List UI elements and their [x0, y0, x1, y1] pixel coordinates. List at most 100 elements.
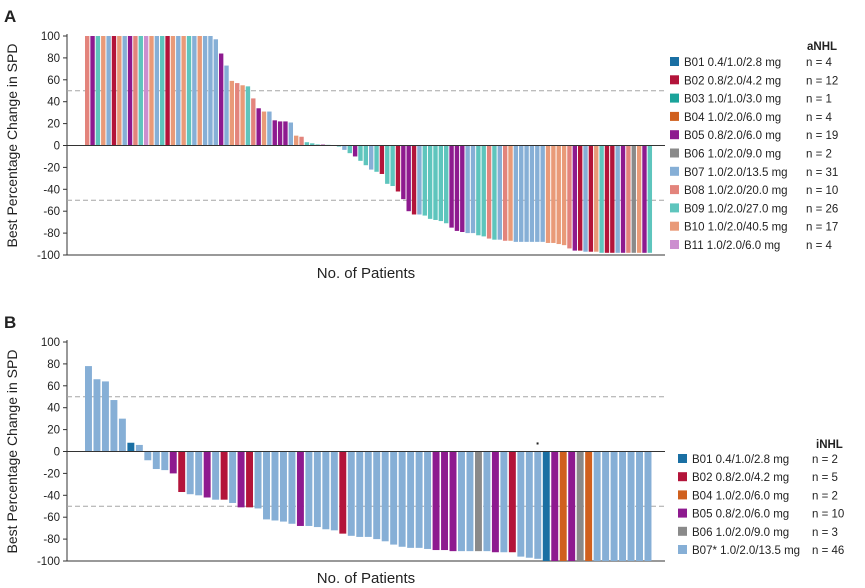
bar-b05 [449, 451, 457, 552]
bar-b07 [322, 451, 330, 530]
legend-label: B07 1.0/2.0/13.5 mg [684, 167, 788, 179]
bar-b07 [466, 451, 474, 552]
bar-b07 [356, 451, 364, 537]
bar-b07 [373, 451, 381, 540]
legend-swatch-b07 [678, 545, 687, 554]
bar-b07 [500, 451, 508, 553]
legend-label: B06 1.0/2.0/9.0 mg [692, 527, 789, 539]
bar-b10 [636, 145, 642, 253]
bar-b10 [229, 80, 235, 146]
bar-b07 [305, 451, 313, 526]
legend-swatch-b06 [670, 148, 679, 158]
y-tick-label: 0 [54, 141, 60, 153]
y-tick-label: 60 [47, 381, 60, 393]
bar-b05 [449, 145, 454, 228]
bar-b10 [181, 36, 186, 146]
bar-b05 [203, 451, 211, 498]
bar-b07 [483, 451, 491, 552]
bar-b02 [508, 451, 516, 553]
y-axis-label: Best Percentage Change in SPD [4, 350, 20, 554]
bar-b07 [85, 366, 92, 452]
bar-b05 [169, 451, 177, 474]
bar-b09 [481, 145, 486, 237]
bar-b02 [178, 451, 186, 493]
bar-b05 [406, 145, 411, 212]
bar-b07 [398, 451, 406, 547]
legend-swatch-b06 [678, 526, 687, 536]
bar-b07 [583, 145, 588, 252]
bar-b09 [433, 145, 438, 220]
bar-b07 [535, 145, 540, 242]
bar-b06 [474, 451, 482, 552]
legend-label: B05 0.8/2.0/6.0 mg [692, 509, 789, 521]
bar-b08 [85, 36, 90, 146]
bar-b07 [122, 36, 127, 146]
bar-b07 [330, 451, 338, 531]
bar-b04 [559, 451, 567, 561]
bar-b07 [524, 145, 529, 242]
bar-b10 [545, 145, 551, 243]
bar-b07 [135, 444, 143, 452]
y-tick-label: -20 [43, 468, 60, 480]
bar-b09 [358, 145, 363, 161]
legend-swatch-b04 [678, 490, 687, 500]
y-tick-label: -100 [37, 250, 60, 262]
bar-b02 [165, 36, 170, 146]
bar-b09 [444, 145, 449, 224]
legend-swatch-b09 [670, 203, 679, 213]
legend-label: B02 0.8/2.0/4.2 mg [692, 472, 789, 484]
legend-label: B03 1.0/1.0/3.0 mg [684, 94, 781, 106]
bar-b07 [525, 451, 533, 558]
bar-b07 [263, 451, 270, 520]
legend-count: n = 3 [812, 527, 838, 539]
bar-b07 [636, 451, 643, 561]
bar-b05 [620, 145, 626, 253]
bar-b05 [237, 451, 245, 508]
bar-b09 [599, 145, 604, 253]
legend-swatch-b10 [670, 221, 679, 231]
y-tick-label: -60 [43, 512, 60, 524]
bar-b07 [470, 145, 476, 234]
bar-b07 [154, 36, 160, 146]
bar-b02 [379, 145, 385, 174]
legend-swatch-b08 [670, 185, 679, 195]
y-tick-label: 100 [41, 337, 60, 349]
bar-b07 [279, 451, 287, 522]
legend-count: n = 17 [806, 222, 838, 234]
bar-b09 [336, 145, 342, 147]
bar-b07 [519, 145, 524, 242]
bar-b09 [438, 145, 444, 222]
bar-b02 [411, 145, 417, 215]
bar-b07 [195, 451, 203, 496]
legend-count: n = 12 [806, 75, 838, 87]
legend-swatch-b03 [670, 93, 679, 103]
y-tick-label: -40 [43, 184, 60, 196]
bar-b05 [90, 36, 95, 146]
legend-count: n = 1 [806, 94, 832, 106]
panel-b: B 100 80 60 40 20 0 -20 -40 -60 -80 -100 · Best Perce… [4, 313, 844, 587]
bar-b05 [272, 120, 277, 146]
bar-b07 [497, 145, 502, 240]
bar-b02 [111, 36, 117, 146]
bar-b07 [213, 39, 218, 146]
bar-b08 [299, 136, 304, 146]
bar-b08 [502, 145, 508, 241]
legend-count: n = 2 [812, 490, 838, 502]
bar-b08 [567, 145, 572, 249]
bar-b02 [577, 145, 583, 251]
y-tick-label: 80 [47, 53, 60, 65]
bar-b05 [296, 451, 304, 526]
legend-count: n = 4 [806, 57, 833, 69]
bar-b07 [540, 145, 545, 242]
bar-b09 [374, 145, 379, 172]
bar-b05 [460, 145, 465, 232]
bar-b05 [432, 451, 440, 551]
bar-b09 [245, 86, 251, 146]
bar-b07 [176, 36, 181, 146]
bar-b07 [415, 451, 423, 548]
bar-b07 [347, 451, 355, 536]
bar-b10 [508, 145, 513, 241]
bar-b08 [251, 98, 256, 146]
legend-count: n = 26 [806, 203, 838, 215]
